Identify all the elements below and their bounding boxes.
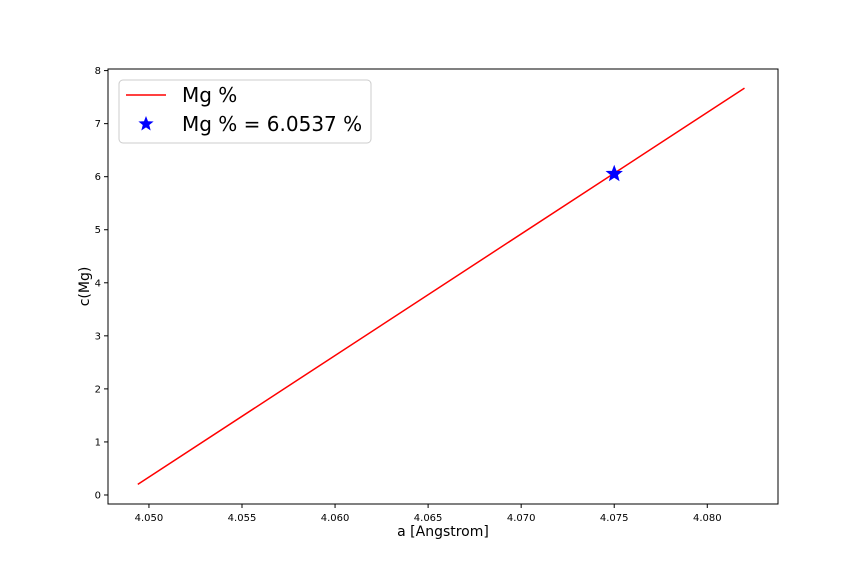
y-tick-label: 2 [95, 384, 101, 395]
y-tick-label: 8 [95, 66, 101, 77]
x-tick-label: 4.080 [693, 513, 722, 524]
y-tick-label: 6 [95, 172, 101, 183]
y-tick-label: 3 [95, 331, 101, 342]
y-tick-label: 1 [95, 437, 101, 448]
y-tick-label: 0 [95, 490, 101, 501]
x-tick-label: 4.055 [228, 513, 257, 524]
series-layer [137, 87, 745, 485]
legend-label-marker: Mg % = 6.0537 % [182, 112, 362, 136]
legend-star-icon [138, 116, 154, 131]
x-tick-label: 4.065 [414, 513, 443, 524]
star-marker [605, 164, 623, 182]
legend-label-line: Mg % [182, 83, 237, 107]
x-axis-ticks: 4.050 4.055 4.060 4.065 4.070 4.075 4.080 [135, 504, 722, 524]
series-line [137, 87, 745, 485]
x-tick-label: 4.075 [600, 513, 629, 524]
x-tick-label: 4.060 [321, 513, 350, 524]
y-tick-label: 4 [95, 278, 101, 289]
y-tick-label: 7 [95, 119, 101, 130]
x-tick-label: 4.070 [507, 513, 536, 524]
y-axis-ticks: 0 1 2 3 4 5 6 7 8 [95, 66, 108, 501]
y-tick-label: 5 [95, 225, 101, 236]
x-tick-label: 4.050 [135, 513, 164, 524]
legend-box [118, 79, 372, 144]
x-axis-label: a [Angstrom] [397, 524, 489, 540]
y-axis-label: c(Mg) [77, 267, 93, 307]
legend: Mg % Mg % = 6.0537 % [118, 79, 372, 144]
